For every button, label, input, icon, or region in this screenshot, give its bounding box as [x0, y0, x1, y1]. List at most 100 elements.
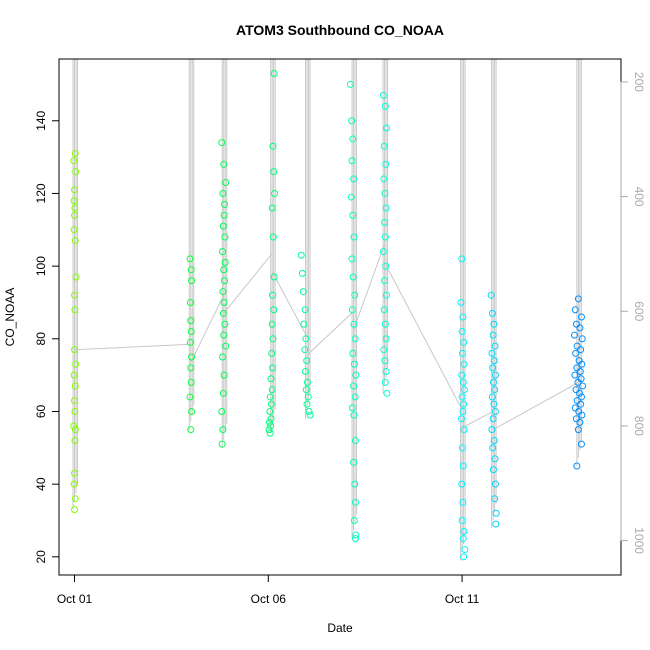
data-point [458, 516, 466, 524]
data-point [572, 415, 580, 423]
data-point [71, 469, 79, 477]
data-point [302, 368, 310, 376]
data-point [461, 546, 469, 554]
data-point [349, 349, 357, 357]
data-point [576, 418, 584, 426]
data-point [302, 335, 310, 343]
data-point [186, 393, 194, 401]
data-point [70, 197, 78, 205]
data-point [491, 455, 499, 463]
data-point [221, 320, 229, 328]
data-point [574, 426, 582, 434]
data-point [578, 360, 586, 368]
data-point [489, 466, 497, 474]
data-point [71, 204, 79, 212]
data-point [379, 248, 387, 256]
data-point [70, 157, 78, 165]
data-point [346, 80, 354, 88]
data-point [301, 306, 309, 314]
data-point [187, 378, 195, 386]
data-point [457, 298, 465, 306]
data-point [186, 298, 194, 306]
transit-line [353, 244, 386, 330]
transit-line [492, 381, 579, 431]
data-point [572, 349, 580, 357]
data-point [187, 317, 195, 325]
data-point [219, 288, 227, 296]
data-point [187, 426, 195, 434]
data-point [458, 371, 466, 379]
data-point [490, 357, 498, 365]
data-point [349, 135, 357, 143]
x-tick-label: Oct 11 [445, 592, 480, 606]
data-point [488, 309, 496, 317]
data-point [350, 516, 358, 524]
data-point [71, 397, 79, 405]
data-point [269, 142, 277, 150]
data-point [383, 389, 391, 397]
transit-line [271, 271, 308, 338]
data-point [381, 320, 389, 328]
data-point [577, 393, 585, 401]
data-point [488, 393, 496, 401]
data-point [576, 368, 584, 376]
data-point [71, 237, 79, 245]
data-point [303, 400, 311, 408]
data-point [382, 335, 390, 343]
data-point [459, 462, 467, 470]
data-point [351, 393, 359, 401]
data-point [571, 404, 579, 412]
data-point [381, 102, 389, 110]
data-point [304, 393, 312, 401]
data-point [71, 506, 79, 514]
transit-line [461, 411, 494, 429]
transit-line [384, 262, 463, 410]
data-point [489, 364, 497, 372]
data-point [489, 331, 497, 339]
data-point [574, 295, 582, 303]
data-point [349, 273, 357, 281]
data-point [71, 346, 79, 354]
data-point [489, 415, 497, 423]
data-point [219, 389, 227, 397]
y2-tick-label: 400 [632, 187, 646, 207]
transit-line [74, 343, 191, 351]
data-point [305, 407, 313, 415]
data-point [492, 509, 500, 517]
data-point [573, 364, 581, 372]
data-point [490, 437, 498, 445]
data-point [380, 142, 388, 150]
data-point [298, 269, 306, 277]
data-point [303, 378, 311, 386]
data-point [489, 378, 497, 386]
data-point [267, 415, 275, 423]
data-point [71, 437, 79, 445]
data-point [460, 527, 468, 535]
data-point [222, 342, 230, 350]
data-point [577, 400, 585, 408]
data-point [270, 70, 278, 78]
data-point [300, 320, 308, 328]
y-tick-label: 140 [34, 110, 48, 130]
data-point [348, 117, 356, 125]
data-point [577, 440, 585, 448]
data-point [460, 338, 468, 346]
data-point [268, 349, 276, 357]
data-point [383, 291, 391, 299]
data-point [573, 397, 581, 405]
data-point [382, 368, 390, 376]
data-point [188, 353, 196, 361]
data-point [570, 331, 578, 339]
data-point [269, 233, 277, 241]
data-point [71, 382, 79, 390]
data-point [348, 404, 356, 412]
data-point [269, 335, 277, 343]
data-point [381, 277, 389, 285]
data-point [267, 375, 275, 383]
data-point [578, 411, 586, 419]
data-point [488, 426, 496, 434]
y2-tick-label: 600 [632, 301, 646, 321]
data-point [219, 426, 227, 434]
data-point [351, 291, 359, 299]
